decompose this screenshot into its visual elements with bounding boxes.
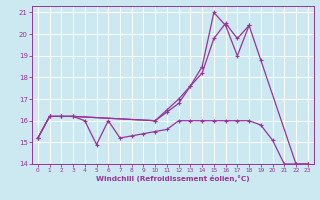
X-axis label: Windchill (Refroidissement éolien,°C): Windchill (Refroidissement éolien,°C) xyxy=(96,175,250,182)
